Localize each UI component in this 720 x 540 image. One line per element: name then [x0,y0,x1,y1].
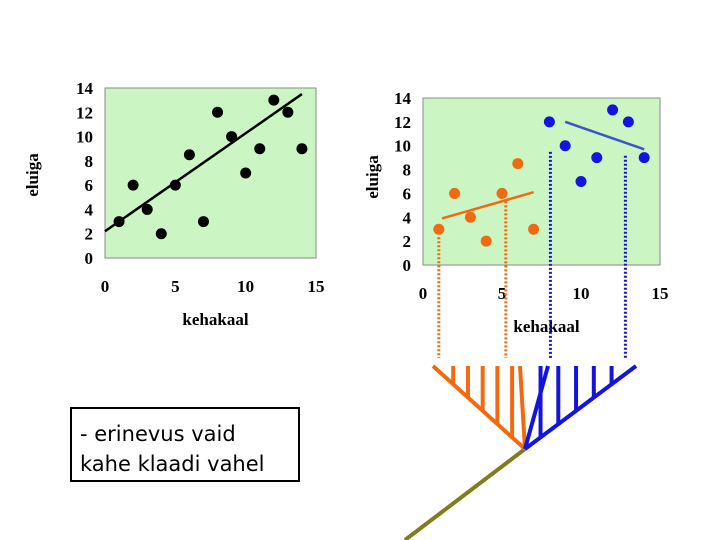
data-point [155,228,167,240]
data-point [240,167,252,179]
y-tick-label: 6 [85,176,94,195]
trend-line [441,191,534,220]
data-point [113,216,125,228]
y-tick-label: 0 [85,249,94,268]
clade-a-branch [431,364,527,451]
y-tick-label: 14 [394,89,412,108]
data-point [127,179,139,191]
clade-b-branch [523,364,638,451]
y-tick-label: 8 [403,161,412,180]
data-point [543,116,555,128]
data-point [480,235,492,247]
note-line-2: kahe klaadi vahel [80,452,265,476]
y-tick-label: 2 [85,225,94,244]
x-tick-label: 10 [237,277,254,296]
x-tick-label: 15 [308,277,325,296]
data-point [282,106,294,118]
x-tick-label: 5 [171,277,180,296]
y-tick-label: 8 [85,152,94,171]
y-tick-label: 4 [403,208,412,227]
data-point [622,116,634,128]
data-point [296,143,308,155]
note-line-1: - erinevus vaid [80,422,236,446]
x-axis-label: kehakaal [513,317,579,336]
y-tick-label: 0 [403,256,412,275]
data-point [575,176,587,187]
clade-b-branch [523,365,550,450]
clade-a-branch [518,365,527,450]
x-tick-label: 0 [419,284,428,303]
trend-line [104,93,303,233]
chart-1: 0 2 4 6 8 10 12 14 0 5 10 15 kehakaal eluiga [23,79,325,329]
data-point [638,152,650,164]
data-point [197,216,209,228]
data-point [496,187,508,199]
y-axis-label: eluiga [23,153,42,197]
data-point [212,106,224,118]
data-point [268,94,280,106]
ancestor-branch [403,447,527,540]
data-point [433,223,445,235]
data-point [607,104,619,116]
phylogeny-tree [403,151,638,540]
data-point [559,140,571,152]
y-tick-label: 12 [394,113,411,132]
y-tick-label: 4 [85,200,94,219]
y-tick-label: 14 [76,79,94,98]
data-point [449,187,461,199]
x-tick-label: 5 [498,284,507,303]
trend-line [564,120,645,151]
chart-2: 0 2 4 6 8 10 12 14 0 5 10 15 kehakaal eluiga [363,89,669,336]
y-tick-label: 12 [76,103,93,122]
data-point [528,223,540,235]
y-tick-label: 10 [76,128,93,147]
y-axis-label: eluiga [363,155,382,199]
y-tick-label: 6 [403,184,412,203]
x-tick-label: 15 [652,284,669,303]
y-tick-label: 10 [394,137,411,156]
plot-area [104,87,317,259]
data-point [591,152,603,164]
data-point [512,158,524,170]
data-point [226,131,238,143]
x-tick-label: 10 [573,284,590,303]
data-point [464,211,476,223]
data-point [141,203,153,215]
data-point [183,149,195,161]
y-tick-label: 2 [403,232,412,251]
x-axis-label: kehakaal [182,310,248,329]
x-tick-label: 0 [101,277,110,296]
data-point [169,179,181,191]
note-box: - erinevus vaid kahe klaadi vahel [70,407,300,482]
plot-area [422,97,661,266]
data-point [254,143,266,155]
